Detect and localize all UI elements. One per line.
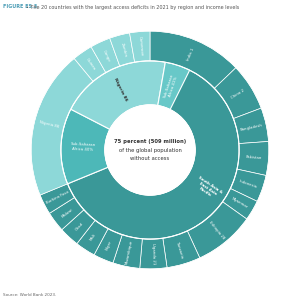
Text: Sub-Saharan
Africa 41%: Sub-Saharan Africa 41% [163,73,179,100]
Text: Uganda 21: Uganda 21 [151,243,155,265]
Wedge shape [110,33,135,66]
Text: 75 percent (509 million): 75 percent (509 million) [114,139,186,144]
Wedge shape [158,62,190,110]
Wedge shape [61,109,110,184]
Wedge shape [237,141,269,175]
Wedge shape [130,31,150,62]
Wedge shape [150,31,236,88]
Text: Nigeria 86: Nigeria 86 [112,77,128,102]
Text: of the global population: of the global population [118,148,182,152]
Text: Guinea: Guinea [85,58,96,71]
Wedge shape [31,58,93,195]
Text: Tanzania: Tanzania [175,241,184,259]
Text: Chad: Chad [74,221,84,231]
Wedge shape [71,61,165,129]
Wedge shape [113,235,142,268]
Wedge shape [74,47,106,81]
Text: India 1: India 1 [186,47,195,61]
Wedge shape [50,197,84,230]
Text: Burkina Faso: Burkina Faso [46,190,70,205]
Text: Niger: Niger [105,240,113,251]
Wedge shape [94,229,122,263]
Text: Cameroon: Cameroon [138,36,144,57]
Text: Pakistan: Pakistan [245,155,262,160]
Wedge shape [68,61,239,239]
Wedge shape [91,38,120,73]
Wedge shape [62,210,95,244]
Text: FIGURE ES.3: FIGURE ES.3 [3,4,37,10]
Wedge shape [188,202,247,258]
Text: Ethiopia 28: Ethiopia 28 [208,220,225,240]
Wedge shape [223,188,257,219]
Circle shape [105,105,195,195]
Text: • The 20 countries with the largest access deficits in 2021 by region and income: • The 20 countries with the largest acce… [26,4,239,10]
Text: Indonesia: Indonesia [239,179,258,189]
Text: Nigeria 86: Nigeria 86 [39,120,59,129]
Text: Mali: Mali [89,233,97,242]
Text: China 2: China 2 [231,89,245,100]
Text: Zambia: Zambia [119,42,127,57]
Wedge shape [230,169,266,201]
Text: Source: World Bank 2023.: Source: World Bank 2023. [3,293,56,297]
Text: Sub-Saharan
Africa 40%: Sub-Saharan Africa 40% [70,142,96,152]
Wedge shape [40,184,74,213]
Wedge shape [163,231,200,268]
Wedge shape [214,68,261,118]
Wedge shape [77,220,108,255]
Wedge shape [140,238,167,269]
Text: without access: without access [130,156,170,161]
Text: Myanmar: Myanmar [231,196,248,209]
Text: Malawi: Malawi [61,207,74,218]
Text: South Asia &
East Asia
Pacific: South Asia & East Asia Pacific [192,176,223,202]
Wedge shape [233,108,268,144]
Text: Congo: Congo [102,49,111,62]
Text: Bangladesh: Bangladesh [240,123,263,132]
Text: Mozambique: Mozambique [125,239,134,265]
